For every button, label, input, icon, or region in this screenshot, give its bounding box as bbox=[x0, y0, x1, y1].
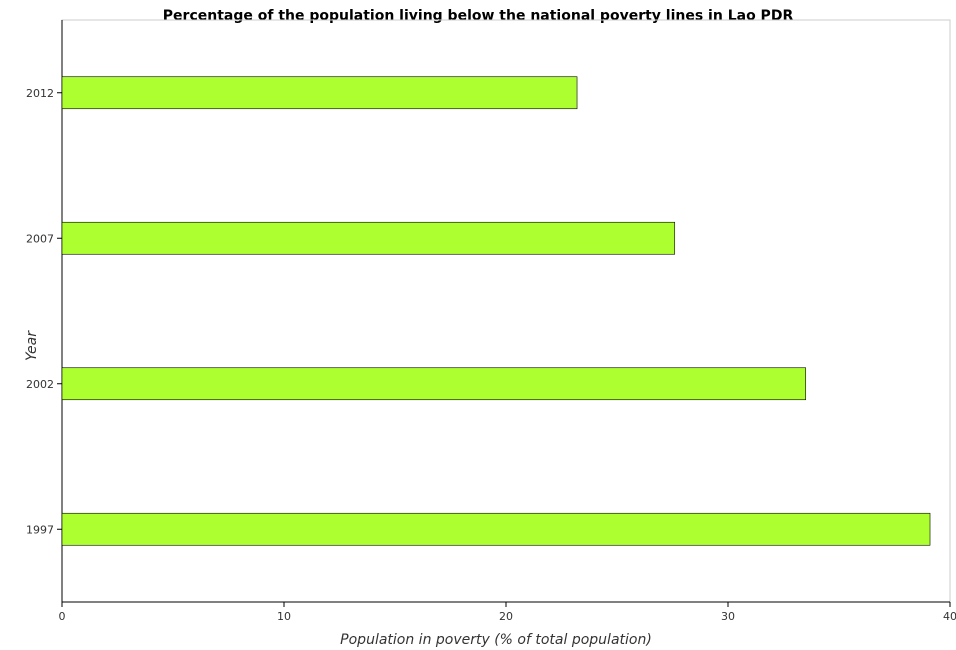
bar-2007 bbox=[61, 221, 676, 255]
plot-area: 0 10 20 30 40 1997 2002 2007 2012 bbox=[26, 19, 956, 623]
y-axis-title: Year bbox=[24, 330, 40, 361]
y-tick-label: 2007 bbox=[26, 232, 54, 245]
x-tick-label: 10 bbox=[277, 610, 291, 623]
bar-1997 bbox=[61, 512, 931, 546]
y-tick-label: 1997 bbox=[26, 523, 54, 536]
x-tick-label: 30 bbox=[721, 610, 735, 623]
x-tick-label: 0 bbox=[59, 610, 66, 623]
y-tick-label: 2002 bbox=[26, 378, 54, 391]
y-tick-label: 2012 bbox=[26, 87, 54, 100]
x-axis-title: Population in poverty (% of total popula… bbox=[340, 632, 652, 648]
bar-2002 bbox=[61, 367, 807, 401]
x-tick-label: 20 bbox=[499, 610, 513, 623]
x-tick-label: 40 bbox=[943, 610, 956, 623]
bar-2012 bbox=[61, 76, 578, 110]
